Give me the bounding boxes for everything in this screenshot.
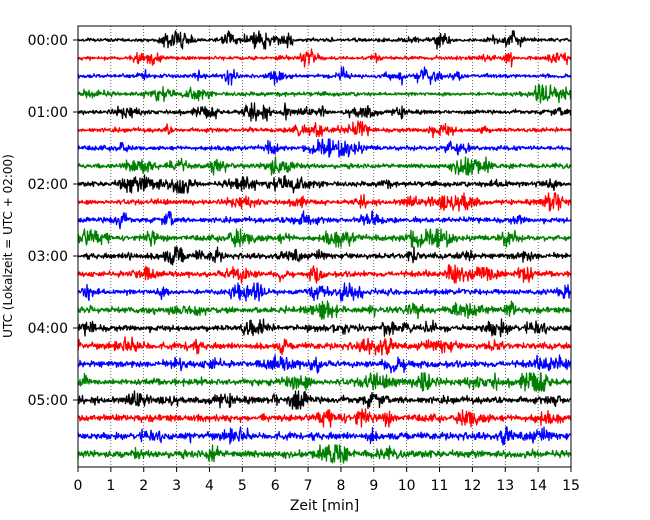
x-tick-label-6: 6: [271, 478, 280, 494]
trace-19: [77, 354, 572, 374]
y-axis-ticks: 00:00 01:00 02:00 03:00 04:00 05:00: [28, 33, 78, 409]
x-tick-label-7: 7: [304, 478, 313, 494]
trace-9: [77, 174, 572, 194]
x-tick-label-11: 11: [431, 478, 449, 494]
trace-6: [77, 120, 572, 139]
trace-7: [77, 138, 572, 158]
trace-14: [77, 264, 572, 284]
x-tick-label-8: 8: [336, 478, 345, 494]
x-tick-label-1: 1: [106, 478, 115, 494]
x-tick-label-9: 9: [369, 478, 378, 494]
y-tick-label-02:00: 02:00: [28, 177, 68, 193]
x-tick-label-0: 0: [74, 478, 83, 494]
trace-15: [77, 282, 572, 302]
x-tick-label-15: 15: [562, 478, 580, 494]
trace-22: [77, 408, 572, 428]
x-tick-label-4: 4: [205, 478, 214, 494]
trace-1: [77, 30, 572, 50]
x-tick-label-12: 12: [463, 478, 481, 494]
trace-10: [77, 192, 572, 212]
trace-5: [77, 102, 572, 122]
trace-23: [77, 426, 572, 446]
x-axis-ticks: 0 1 2 3 4 5 6 7 8 9 10 11 12 13 14 15: [74, 467, 580, 494]
y-tick-label-05:00: 05:00: [28, 393, 68, 409]
y-tick-label-00:00: 00:00: [28, 33, 68, 49]
y-tick-label-03:00: 03:00: [28, 249, 68, 265]
trace-3: [77, 66, 572, 86]
trace-4: [77, 84, 572, 104]
trace-2: [77, 48, 572, 68]
plot-frame: [77, 25, 572, 468]
x-tick-label-10: 10: [398, 478, 416, 494]
trace-18: [77, 336, 572, 356]
trace-21: [77, 390, 572, 410]
x-tick-label-13: 13: [496, 478, 514, 494]
trace-8: [77, 156, 572, 176]
x-axis-title: Zeit [min]: [290, 498, 359, 514]
seismic-traces: [77, 30, 572, 464]
x-tick-label-3: 3: [172, 478, 181, 494]
x-tick-label-14: 14: [529, 478, 547, 494]
y-tick-label-01:00: 01:00: [28, 105, 68, 121]
trace-17: [77, 318, 572, 338]
y-tick-label-04:00: 04:00: [28, 321, 68, 337]
trace-24: [77, 444, 572, 464]
trace-11: [77, 210, 572, 230]
trace-13: [77, 246, 572, 266]
trace-12: [77, 228, 572, 248]
x-tick-label-5: 5: [238, 478, 247, 494]
trace-16: [77, 300, 572, 320]
trace-20: [77, 372, 572, 392]
y-axis-title: UTC (Lokalzeit = UTC + 02:00): [1, 154, 15, 338]
x-tick-label-2: 2: [139, 478, 148, 494]
